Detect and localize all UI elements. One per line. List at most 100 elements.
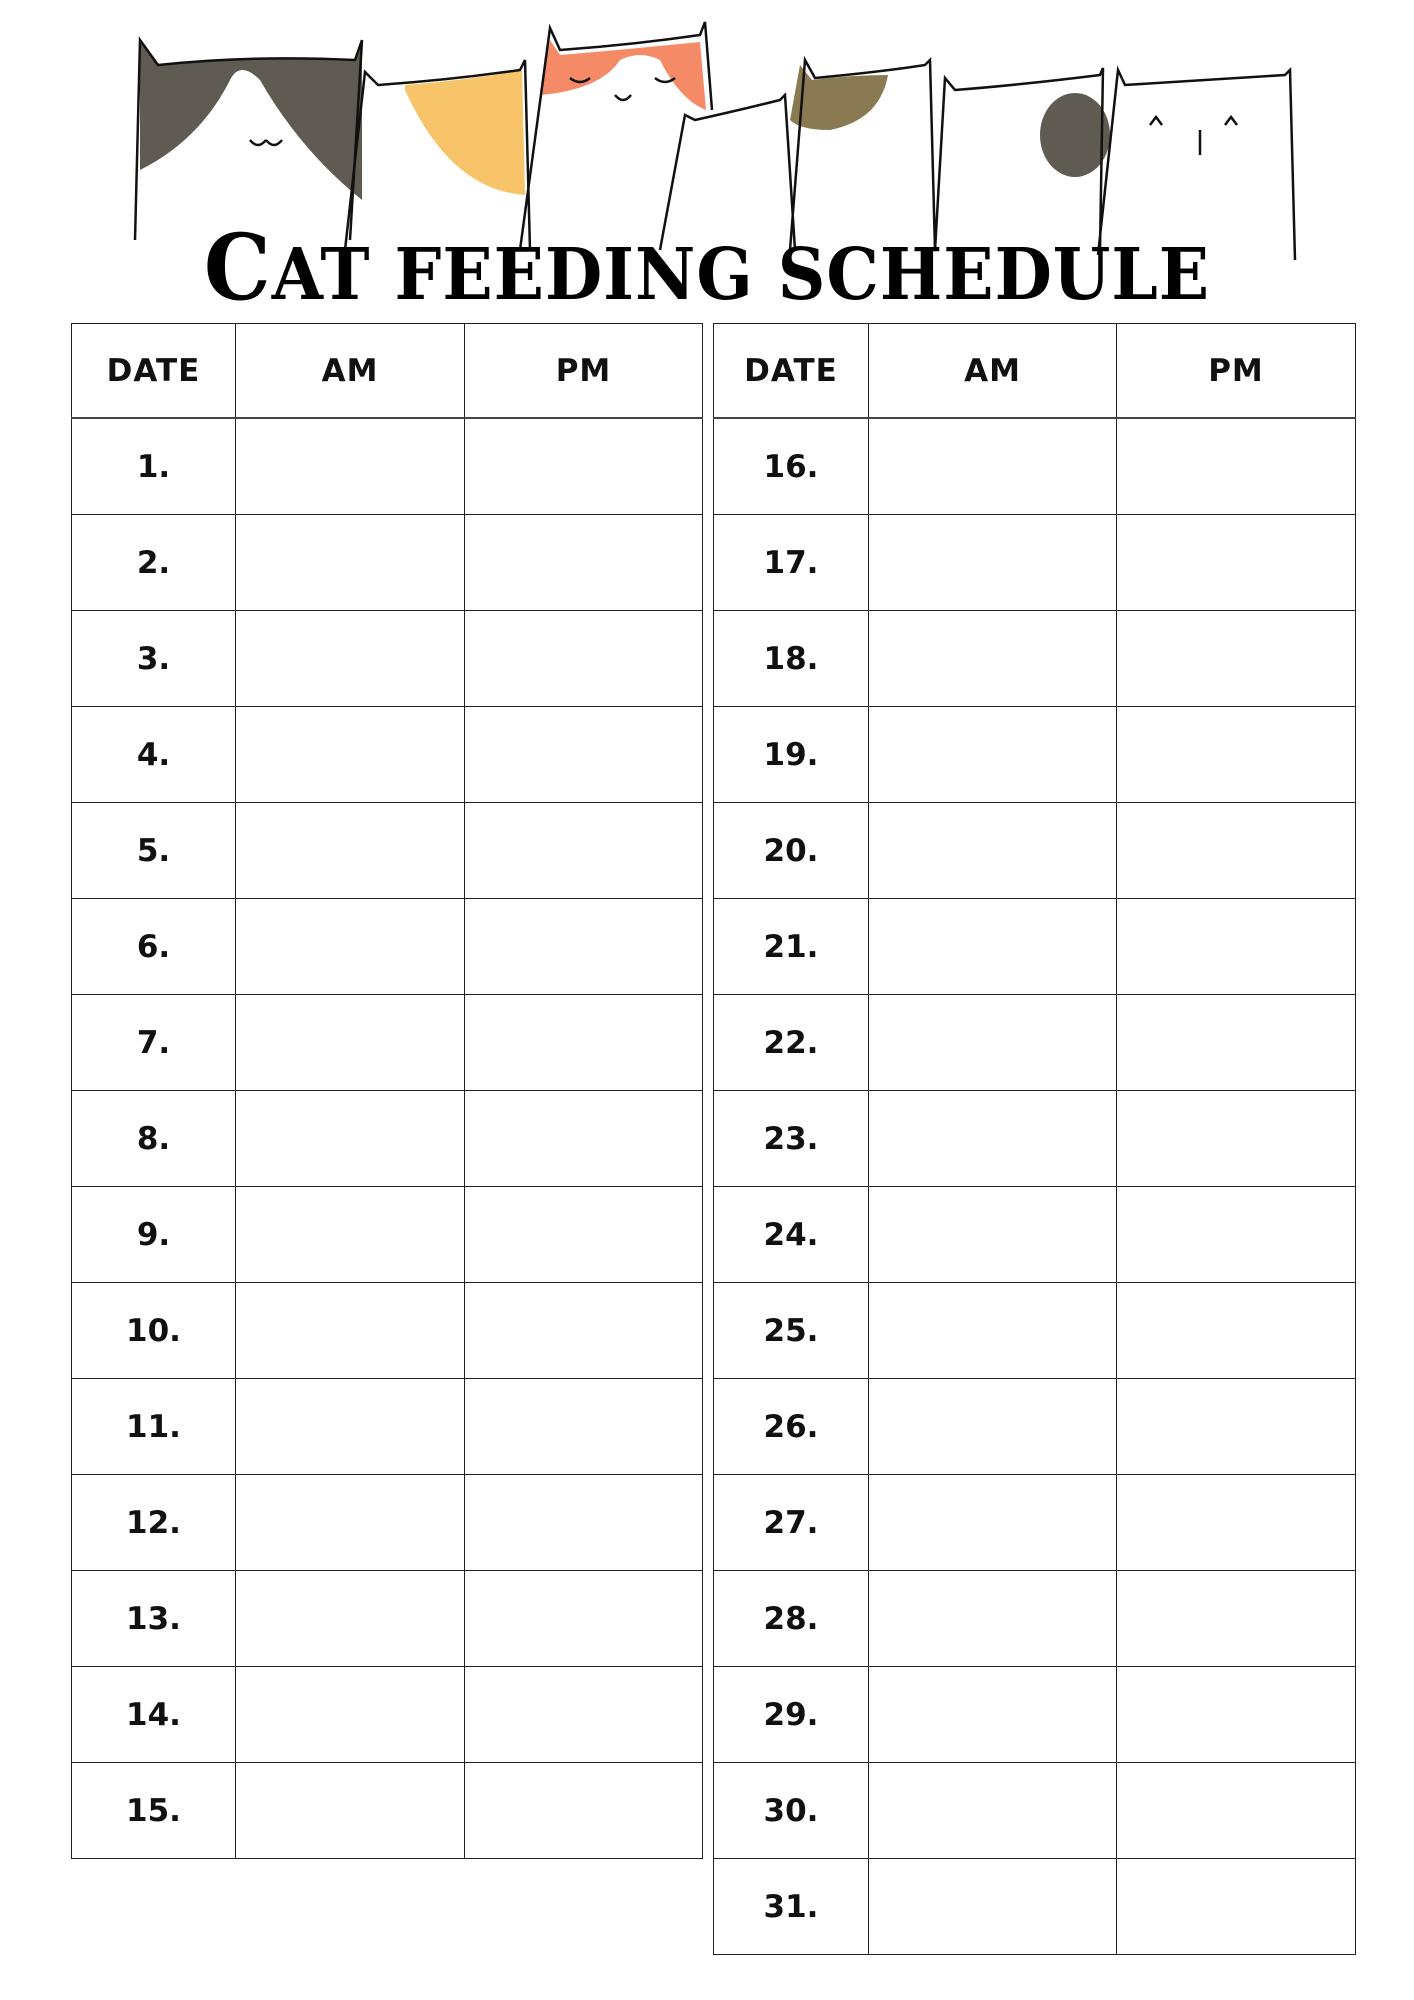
date-cell: 1. <box>71 417 236 515</box>
table-row: 19. <box>713 706 1356 803</box>
date-cell: 20. <box>713 802 869 899</box>
pm-cell[interactable] <box>1116 417 1356 515</box>
am-cell[interactable] <box>868 706 1117 803</box>
pm-cell[interactable] <box>1116 1762 1356 1859</box>
am-cell[interactable] <box>868 1474 1117 1571</box>
pm-cell[interactable] <box>464 1474 703 1571</box>
table-row: 23. <box>713 1090 1356 1187</box>
am-cell[interactable] <box>868 514 1117 611</box>
date-cell: 8. <box>71 1090 236 1187</box>
am-cell[interactable] <box>235 610 465 707</box>
pm-cell[interactable] <box>464 1762 703 1859</box>
table-row: 18. <box>713 610 1356 707</box>
am-cell[interactable] <box>235 1570 465 1667</box>
am-cell[interactable] <box>868 994 1117 1091</box>
table-row: 2. <box>71 514 703 611</box>
am-cell[interactable] <box>235 1282 465 1379</box>
am-cell[interactable] <box>235 1762 465 1859</box>
am-cell[interactable] <box>235 417 465 515</box>
am-cell[interactable] <box>235 1090 465 1187</box>
am-cell[interactable] <box>868 1090 1117 1187</box>
date-cell: 3. <box>71 610 236 707</box>
pm-cell[interactable] <box>1116 802 1356 899</box>
table-row: 21. <box>713 898 1356 995</box>
pm-cell[interactable] <box>1116 898 1356 995</box>
date-cell: 2. <box>71 514 236 611</box>
am-cell[interactable] <box>868 1858 1117 1955</box>
am-cell[interactable] <box>235 1666 465 1763</box>
am-cell[interactable] <box>868 1186 1117 1283</box>
am-cell[interactable] <box>235 514 465 611</box>
table-row: 12. <box>71 1474 703 1571</box>
title-rest: AT FEEDING SCHEDULE <box>271 232 1211 317</box>
table-row: 10. <box>71 1282 703 1379</box>
title-initial: C <box>203 213 272 321</box>
pm-cell[interactable] <box>1116 1090 1356 1187</box>
pm-cell[interactable] <box>464 994 703 1091</box>
date-cell: 13. <box>71 1570 236 1667</box>
table-row: 28. <box>713 1570 1356 1667</box>
pm-cell[interactable] <box>1116 1570 1356 1667</box>
pm-cell[interactable] <box>464 1186 703 1283</box>
pm-cell[interactable] <box>1116 1378 1356 1475</box>
pm-cell[interactable] <box>464 1378 703 1475</box>
table-row: 8. <box>71 1090 703 1187</box>
am-cell[interactable] <box>235 1186 465 1283</box>
am-cell[interactable] <box>868 1666 1117 1763</box>
cat-gray-icon <box>133 36 364 241</box>
date-cell: 6. <box>71 898 236 995</box>
am-cell[interactable] <box>235 802 465 899</box>
am-cell[interactable] <box>235 1474 465 1571</box>
pm-cell[interactable] <box>1116 1474 1356 1571</box>
pm-cell[interactable] <box>1116 1858 1356 1955</box>
date-cell: 16. <box>713 417 869 515</box>
am-cell[interactable] <box>235 706 465 803</box>
table-row: 17. <box>713 514 1356 611</box>
am-cell[interactable] <box>235 898 465 995</box>
date-cell: 14. <box>71 1666 236 1763</box>
pm-cell[interactable] <box>1116 1666 1356 1763</box>
pm-cell[interactable] <box>464 898 703 995</box>
table-row: 25. <box>713 1282 1356 1379</box>
pm-cell[interactable] <box>1116 706 1356 803</box>
table-row: 11. <box>71 1378 703 1475</box>
am-cell[interactable] <box>868 802 1117 899</box>
am-cell[interactable] <box>235 1378 465 1475</box>
date-cell: 18. <box>713 610 869 707</box>
cats-illustration <box>133 21 1297 261</box>
pm-cell[interactable] <box>1116 1186 1356 1283</box>
pm-cell[interactable] <box>464 514 703 611</box>
am-cell[interactable] <box>868 1570 1117 1667</box>
cat-orange-icon <box>518 21 714 251</box>
header-date: DATE <box>713 323 869 419</box>
date-cell: 28. <box>713 1570 869 1667</box>
pm-cell[interactable] <box>1116 610 1356 707</box>
pm-cell[interactable] <box>464 1570 703 1667</box>
cat-white-icon <box>1096 65 1297 261</box>
date-cell: 26. <box>713 1378 869 1475</box>
pm-cell[interactable] <box>464 802 703 899</box>
pm-cell[interactable] <box>464 417 703 515</box>
date-cell: 31. <box>713 1858 869 1955</box>
pm-cell[interactable] <box>464 706 703 803</box>
am-cell[interactable] <box>868 898 1117 995</box>
pm-cell[interactable] <box>1116 514 1356 611</box>
pm-cell[interactable] <box>1116 1282 1356 1379</box>
table-row: 15. <box>71 1762 703 1859</box>
am-cell[interactable] <box>868 1282 1117 1379</box>
date-cell: 25. <box>713 1282 869 1379</box>
pm-cell[interactable] <box>1116 994 1356 1091</box>
table-row: 27. <box>713 1474 1356 1571</box>
table-row: 14. <box>71 1666 703 1763</box>
table-row: 29. <box>713 1666 1356 1763</box>
am-cell[interactable] <box>868 417 1117 515</box>
pm-cell[interactable] <box>464 610 703 707</box>
am-cell[interactable] <box>235 994 465 1091</box>
pm-cell[interactable] <box>464 1666 703 1763</box>
am-cell[interactable] <box>868 1378 1117 1475</box>
pm-cell[interactable] <box>464 1090 703 1187</box>
am-cell[interactable] <box>868 610 1117 707</box>
page-title: CAT FEEDING SCHEDULE <box>0 222 1414 318</box>
am-cell[interactable] <box>868 1762 1117 1859</box>
pm-cell[interactable] <box>464 1282 703 1379</box>
